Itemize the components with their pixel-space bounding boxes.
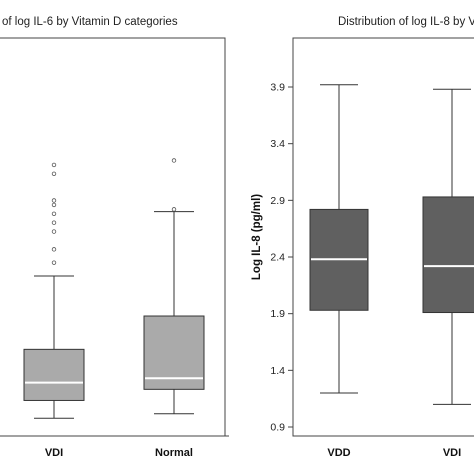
left-vdi-outlier xyxy=(51,260,57,265)
right-boxplot: 0.9 1.4 1.9 2.4 2.9 3.4 3.9 Log IL-8 (pg/ml) VDD… xyxy=(251,37,474,459)
right-chart-title: Distribution of log IL-8 by V xyxy=(338,16,474,28)
right-x-tick-label: VDD xyxy=(327,447,350,459)
panel-divider xyxy=(229,0,241,474)
right-x-tick-label: VDI xyxy=(443,447,461,459)
left-vdi-outlier xyxy=(51,198,57,203)
right-y-tick-label: 0.9 xyxy=(270,422,285,434)
right-y-tick-label: 2.4 xyxy=(270,252,285,264)
right-y-axis-label: Log IL-8 (pg/ml) xyxy=(251,194,263,280)
left-normal-outlier xyxy=(171,158,177,163)
right-chart-panel: Distribution of log IL-8 by V 0.9 1.4 1.9 2… xyxy=(241,0,474,474)
left-vdi-box xyxy=(23,348,85,401)
left-boxplot: VDI Normal xyxy=(0,37,229,459)
right-vdi-box xyxy=(422,196,474,314)
right-y-tick-label: 3.4 xyxy=(270,138,285,150)
left-x-tick-label: Normal xyxy=(155,447,193,459)
left-vdi-outlier xyxy=(51,202,57,208)
right-y-tick-label: 2.9 xyxy=(270,195,285,207)
left-vdi-outlier xyxy=(51,220,57,225)
left-vdi-outlier xyxy=(51,211,57,216)
left-chart-title: of log IL-6 by Vitamin D categories xyxy=(2,16,178,28)
left-vdi-outlier xyxy=(51,171,57,177)
left-vdi-outlier xyxy=(51,162,57,168)
left-normal-box xyxy=(143,315,205,390)
right-y-tick-label: 1.4 xyxy=(270,365,285,377)
left-vdi-outlier xyxy=(51,247,57,252)
left-vdi-outlier xyxy=(51,229,57,234)
left-x-tick-label: VDI xyxy=(45,447,63,459)
left-normal-outlier xyxy=(171,207,177,212)
right-y-tick-label: 1.9 xyxy=(270,308,285,320)
right-y-tick-label: 3.9 xyxy=(270,82,285,94)
left-chart-panel: of log IL-6 by Vitamin D categories VDI N… xyxy=(0,0,229,474)
